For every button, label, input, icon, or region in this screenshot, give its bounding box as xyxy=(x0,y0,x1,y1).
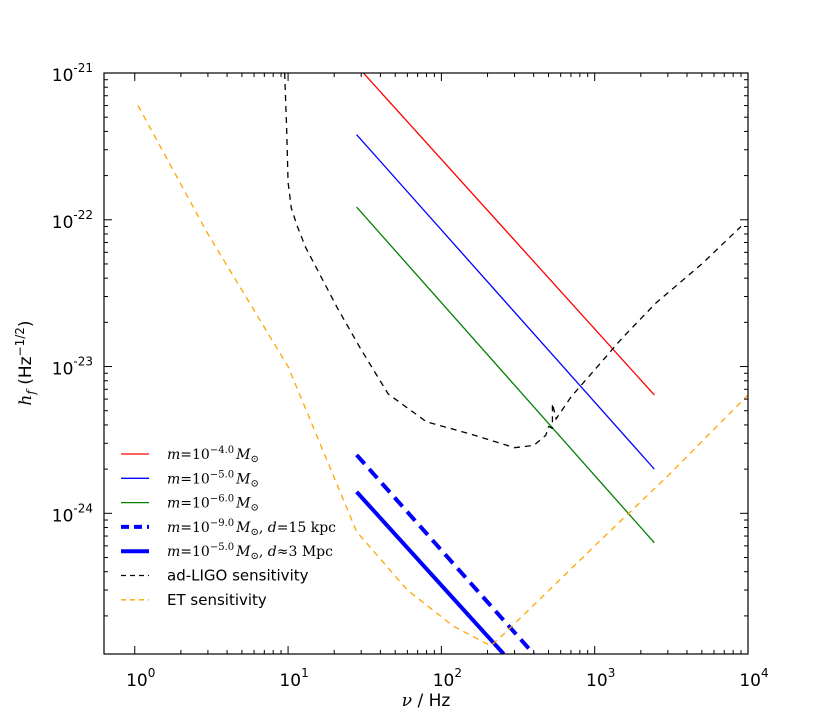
y-tick-label: 10-24 xyxy=(52,501,93,526)
legend-label-s4: m=10−9.0 M⊙, d=15 kpc xyxy=(167,518,336,538)
legend-label-s5: m=10−5.0 M⊙, d≈3 Mpc xyxy=(167,542,333,562)
series-line-s6 xyxy=(284,73,742,449)
series-line-s2 xyxy=(356,134,655,470)
x-tick-label: 101 xyxy=(279,666,308,691)
x-tick-label: 104 xyxy=(739,666,768,691)
y-tick-label: 10-23 xyxy=(52,355,93,380)
x-tick-label: 103 xyxy=(586,666,615,691)
y-axis-label: hf (Hz−1/2) xyxy=(13,320,38,405)
x-tick-label: 100 xyxy=(126,666,155,691)
plot-frame xyxy=(103,72,749,655)
legend-label-s7: ET sensitivity xyxy=(167,591,267,609)
legend-label-s6: ad-LIGO sensitivity xyxy=(167,567,309,585)
y-tick-label: 10-22 xyxy=(52,208,93,233)
series-line-s5 xyxy=(355,490,506,654)
series-line-s4 xyxy=(355,453,536,654)
legend: m=10−4.0 M⊙ m=10−5.0 M⊙ m=10−6.0 M⊙ m=10−9.0 M⊙… xyxy=(121,445,336,609)
series-line-s1 xyxy=(362,73,655,396)
series-line-s3 xyxy=(356,206,655,544)
legend-label-s2: m=10−5.0 M⊙ xyxy=(167,469,259,489)
legend-label-s1: m=10−4.0 M⊙ xyxy=(167,445,259,465)
x-axis-label: ν / Hz xyxy=(402,691,451,711)
legend-label-s3: m=10−6.0 M⊙ xyxy=(167,494,259,514)
plot-area xyxy=(104,73,748,654)
y-tick-label: 10-21 xyxy=(52,61,93,86)
x-tick-label: 102 xyxy=(433,666,462,691)
